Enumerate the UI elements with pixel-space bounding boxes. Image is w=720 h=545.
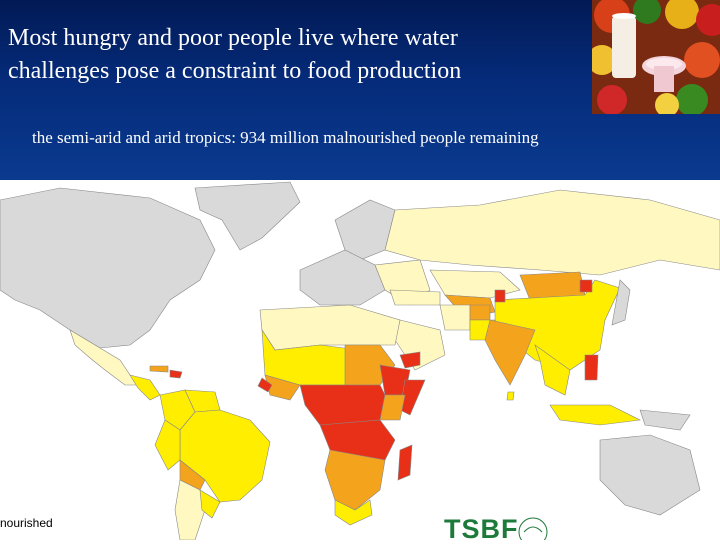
region-iran (439, 304, 471, 331)
tsbf-logo-text: TSBF (444, 514, 519, 544)
region-east-africa (379, 394, 406, 421)
tsbf-emblem-icon (516, 512, 550, 545)
region-papua (639, 409, 691, 431)
fruit-photo (592, 0, 720, 114)
region-russia (384, 189, 720, 276)
region-south-africa (334, 499, 373, 526)
region-australia (599, 434, 701, 516)
region-mexico (69, 329, 141, 386)
tsbf-logo: TSBF (444, 512, 518, 544)
region-japan (611, 279, 631, 326)
region-sri-lanka (506, 391, 515, 401)
region-turkey (389, 289, 441, 306)
region-kashmir-red (494, 289, 506, 303)
region-western-europe (299, 249, 386, 306)
slide-title-line-1: Most hungry and poor people live where w… (8, 25, 458, 51)
region-sierra-leone (257, 377, 273, 393)
region-north-korea (579, 279, 593, 293)
legend-label-fragment: nourished (0, 516, 53, 530)
region-north-america (0, 187, 216, 349)
region-peru (154, 419, 181, 471)
region-philippines (584, 354, 599, 381)
region-afghanistan (469, 304, 491, 321)
milk-glass-icon (612, 16, 636, 78)
slide-subtitle: the semi-arid and arid tropics: 934 mill… (32, 128, 539, 147)
slide-title: Most hungry and poor people live where w… (8, 22, 588, 88)
region-indonesia (549, 404, 642, 426)
region-greenland (194, 181, 301, 251)
region-paraguay (199, 489, 221, 519)
region-haiti (169, 369, 183, 379)
region-central-america (129, 374, 161, 401)
region-indochina (534, 344, 571, 396)
region-caribbean (149, 365, 169, 373)
slide-title-line-2: challenges pose a constraint to food pro… (8, 58, 462, 84)
world-hunger-map (0, 180, 720, 541)
region-madagascar (397, 444, 413, 481)
region-india (484, 319, 536, 386)
region-yemen (399, 351, 421, 369)
